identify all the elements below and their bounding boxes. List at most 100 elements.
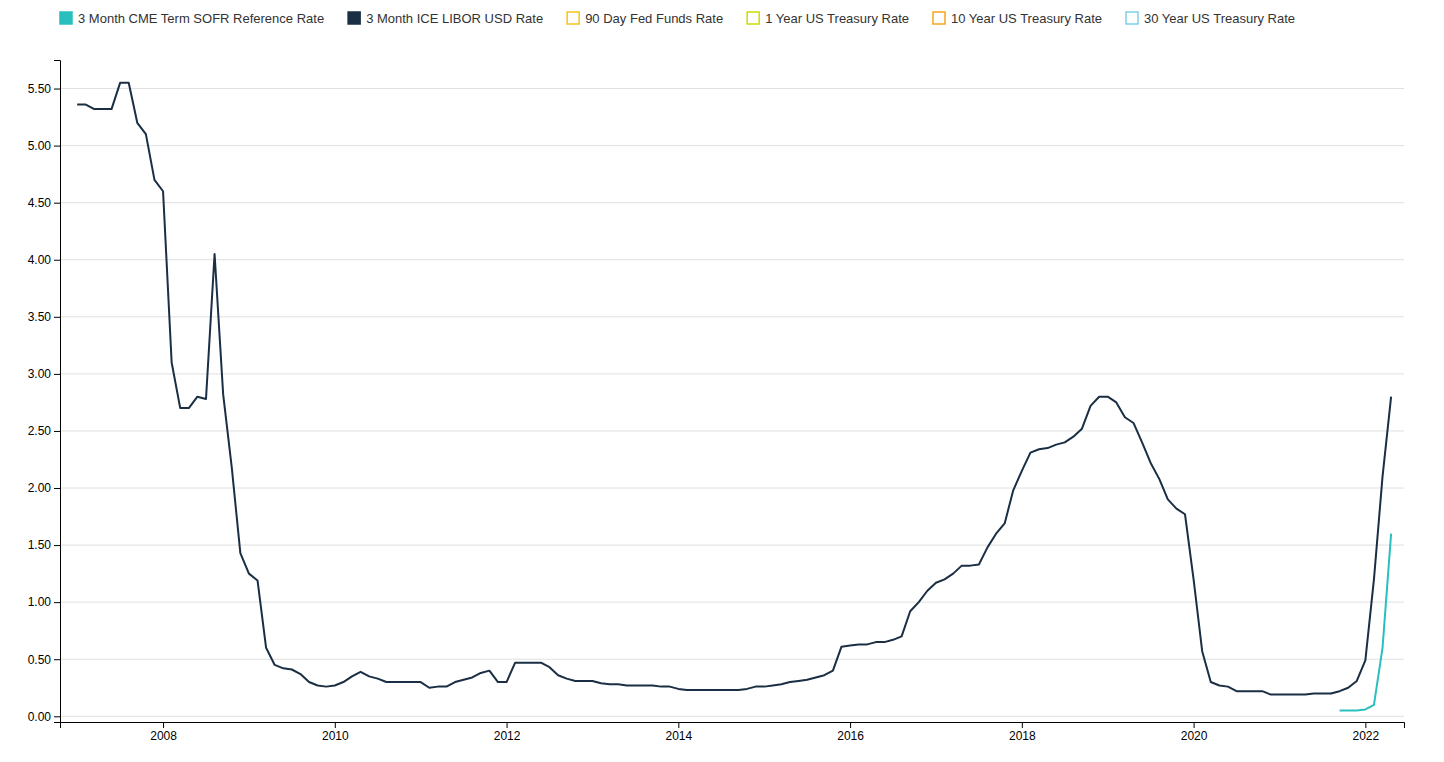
tick: 0.00 <box>28 710 60 724</box>
tick: 2022 <box>1353 722 1380 743</box>
tick: 2.50 <box>28 424 60 438</box>
tick-label: 3.00 <box>28 367 52 381</box>
tick-mark <box>335 722 336 728</box>
tick: 0.50 <box>28 653 60 667</box>
tick-mark <box>54 146 60 147</box>
grid-line <box>60 716 1404 717</box>
grid-line <box>60 602 1404 603</box>
legend-label: 1 Year US Treasury Rate <box>765 11 909 26</box>
grid-line <box>60 373 1404 374</box>
tick: 2016 <box>837 722 864 743</box>
legend-item: 1 Year US Treasury Rate <box>747 11 909 26</box>
tick: 2008 <box>150 722 177 743</box>
legend-swatch <box>60 12 72 24</box>
tick-label: 0.50 <box>28 653 52 667</box>
grid-line <box>60 259 1404 260</box>
tick: 2.00 <box>28 481 60 495</box>
y-axis: 0.00 0.50 1.00 1.50 2.00 2.50 3.00 3.50 4.00 4.50… <box>28 61 61 724</box>
tick-mark <box>54 659 60 660</box>
tick: 3.00 <box>28 367 60 381</box>
chart: 3 Month CME Term SOFR Reference Rate 3 Mo… <box>0 0 1444 762</box>
plot: 2008 2010 2012 2014 2016 2018 2020 2022 0.00 0.50… <box>28 61 1405 743</box>
legend-label: 3 Month ICE LIBOR USD Rate <box>366 11 543 26</box>
tick-label: 2.00 <box>28 481 52 495</box>
tick: 2014 <box>665 722 692 743</box>
tick: 2010 <box>322 722 349 743</box>
tick-mark <box>54 545 60 546</box>
tick-mark <box>54 374 60 375</box>
tick: 5.50 <box>28 82 60 96</box>
grid-line <box>60 202 1404 203</box>
tick-label: 2.50 <box>28 424 52 438</box>
tick: 4.00 <box>28 253 60 267</box>
grid-line <box>60 488 1404 489</box>
tick: 1.50 <box>28 538 60 552</box>
axis-line <box>54 61 61 723</box>
tick-label: 4.00 <box>28 253 52 267</box>
tick-label: 2022 <box>1353 729 1380 743</box>
series-line <box>1340 534 1392 711</box>
tick-label: 2020 <box>1181 729 1208 743</box>
tick-label: 5.50 <box>28 82 52 96</box>
tick-mark <box>54 260 60 261</box>
legend-swatch <box>348 12 360 24</box>
axis-line <box>61 723 1405 729</box>
tick-label: 2014 <box>665 729 692 743</box>
legend-item: 10 Year US Treasury Rate <box>933 11 1102 26</box>
grid-line <box>60 430 1404 431</box>
tick: 2012 <box>494 722 521 743</box>
tick-mark <box>54 431 60 432</box>
tick-mark <box>163 722 164 728</box>
grid-line <box>60 659 1404 660</box>
legend-label: 90 Day Fed Funds Rate <box>585 11 723 26</box>
tick: 1.00 <box>28 595 60 609</box>
tick-mark <box>54 488 60 489</box>
legend: 3 Month CME Term SOFR Reference Rate 3 Mo… <box>60 11 1295 26</box>
tick: 2018 <box>1009 722 1036 743</box>
tick-label: 1.00 <box>28 595 52 609</box>
tick: 3.50 <box>28 310 60 324</box>
tick-mark <box>54 89 60 90</box>
tick-label: 0.00 <box>28 710 52 724</box>
tick-mark <box>54 716 60 717</box>
tick-mark <box>1194 722 1195 728</box>
grid-line <box>60 145 1404 146</box>
grid-line <box>60 316 1404 317</box>
grid-line <box>60 545 1404 546</box>
tick-mark <box>54 317 60 318</box>
tick-label: 2008 <box>150 729 177 743</box>
legend-swatch <box>567 12 579 24</box>
tick-label: 4.50 <box>28 196 52 210</box>
tick-label: 5.00 <box>28 139 52 153</box>
lines <box>77 83 1391 711</box>
series-line <box>77 83 1391 695</box>
tick: 5.00 <box>28 139 60 153</box>
legend-swatch <box>1126 12 1138 24</box>
legend-swatch <box>933 12 945 24</box>
tick-mark <box>678 722 679 728</box>
legend-swatch <box>747 12 759 24</box>
legend-item: 3 Month ICE LIBOR USD Rate <box>348 11 543 26</box>
tick: 2020 <box>1181 722 1208 743</box>
legend-label: 3 Month CME Term SOFR Reference Rate <box>78 11 324 26</box>
tick-label: 2010 <box>322 729 349 743</box>
grid <box>60 89 1404 717</box>
x-axis: 2008 2010 2012 2014 2016 2018 2020 2022 <box>61 722 1405 743</box>
tick-mark <box>507 722 508 728</box>
tick-label: 2018 <box>1009 729 1036 743</box>
tick: 4.50 <box>28 196 60 210</box>
tick-label: 2012 <box>494 729 521 743</box>
tick-label: 1.50 <box>28 538 52 552</box>
tick-mark <box>850 722 851 728</box>
tick-mark <box>1022 722 1023 728</box>
legend-item: 90 Day Fed Funds Rate <box>567 11 723 26</box>
legend-label: 30 Year US Treasury Rate <box>1144 11 1295 26</box>
tick-mark <box>54 602 60 603</box>
legend-item: 3 Month CME Term SOFR Reference Rate <box>60 11 324 26</box>
tick-label: 2016 <box>837 729 864 743</box>
tick-mark <box>1365 722 1366 728</box>
legend-item: 30 Year US Treasury Rate <box>1126 11 1295 26</box>
tick-mark <box>54 203 60 204</box>
legend-label: 10 Year US Treasury Rate <box>951 11 1102 26</box>
grid-line <box>60 88 1404 89</box>
